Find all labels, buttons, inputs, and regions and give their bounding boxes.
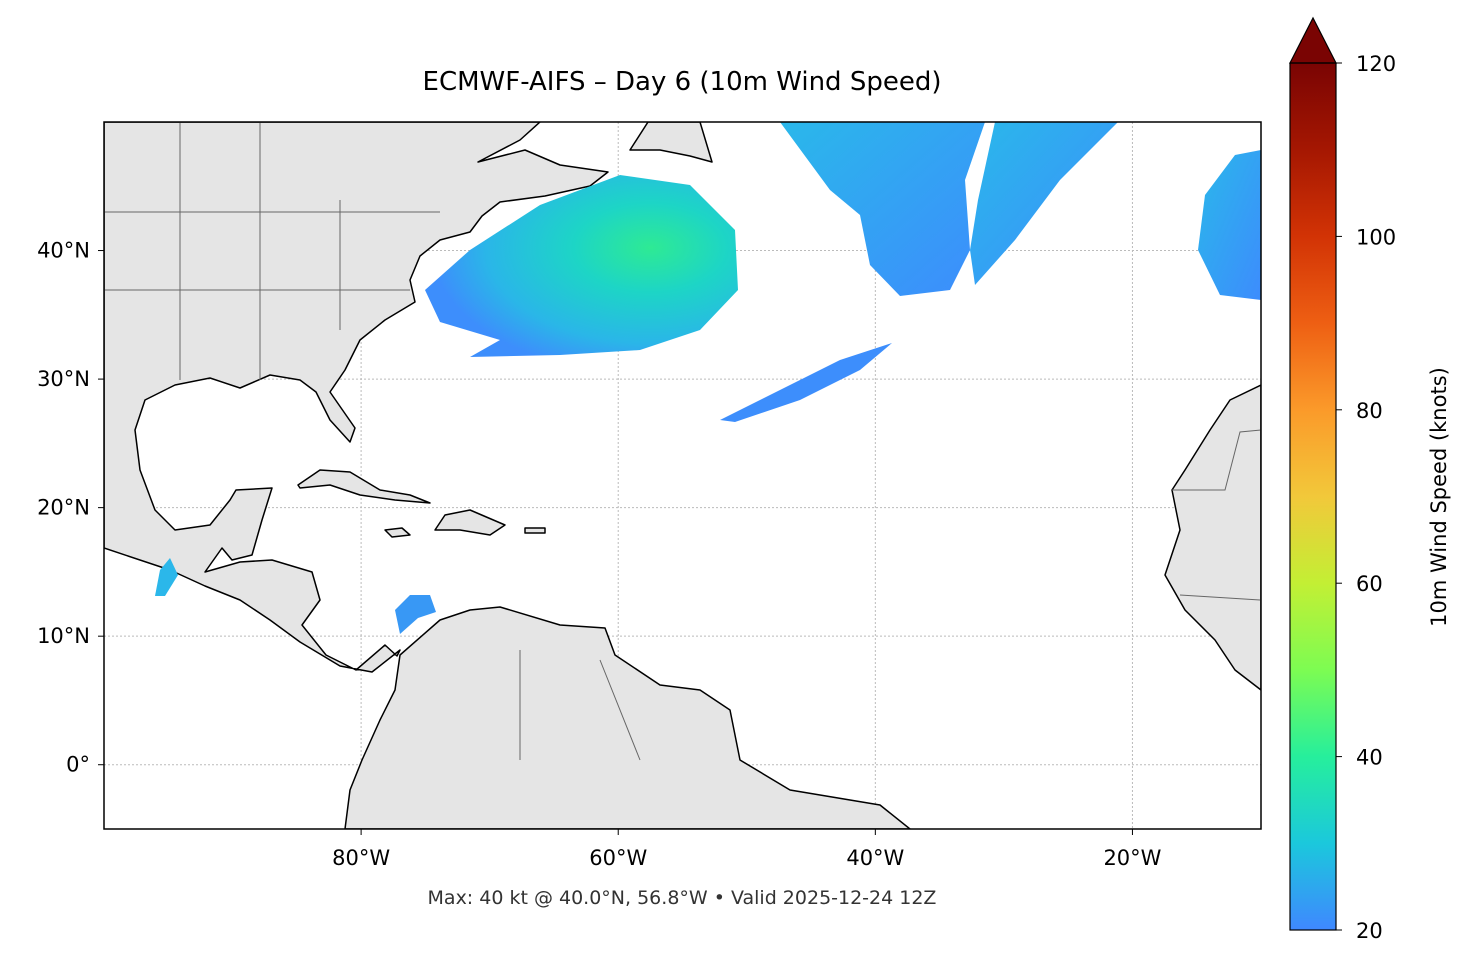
- africa: [1164, 384, 1261, 691]
- puerto-rico: [524, 527, 546, 534]
- wind-field: [970, 122, 1118, 285]
- map-frame: [103, 121, 1262, 830]
- jamaica: [384, 527, 411, 538]
- y-tick-label: 0°: [66, 753, 90, 777]
- colorbar-tick-label: 60: [1356, 572, 1383, 596]
- wind-field: [155, 558, 178, 596]
- colorbar-extend: [1289, 16, 1337, 64]
- x-tick-label: 40°W: [846, 846, 904, 870]
- colorbar-gradient: [1290, 63, 1336, 930]
- y-tick-label: 30°N: [37, 367, 90, 391]
- colorbar-tick-label: 100: [1356, 225, 1396, 249]
- colorbar: 10m Wind Speed (knots) 20 40 60 80 100 120: [1289, 16, 1451, 943]
- south-america: [344, 606, 911, 829]
- map-ticks: 80°W 60°W 40°W 20°W 0° 10°N 20°N 30°N 40°N: [37, 239, 1162, 870]
- footer: Max: 40 kt @ 40.0°N, 56.8°W • Valid 2025…: [428, 887, 937, 909]
- north-america: [104, 122, 609, 673]
- colorbar-tick-label: 120: [1356, 52, 1396, 76]
- y-tick-label: 40°N: [37, 239, 90, 263]
- map-area: [104, 122, 1261, 829]
- map-title: ECMWF-AIFS – Day 6 (10m Wind Speed): [423, 67, 942, 97]
- wind-field: [1198, 150, 1261, 300]
- y-tick-label: 20°N: [37, 496, 90, 520]
- borders: [104, 122, 1261, 761]
- colorbar-tick-label: 20: [1356, 919, 1383, 943]
- wind-field: [720, 343, 892, 422]
- colorbar-label: 10m Wind Speed (knots): [1427, 367, 1451, 627]
- atlantic-canada: [629, 122, 713, 163]
- colorbar-frame: [1289, 62, 1337, 931]
- hispaniola: [434, 509, 506, 536]
- x-tick-label: 60°W: [589, 846, 647, 870]
- y-tick-label: 10°N: [37, 624, 90, 648]
- x-tick-label: 80°W: [332, 846, 390, 870]
- x-tick-label: 20°W: [1103, 846, 1161, 870]
- wind-field: [425, 175, 738, 357]
- wind-field: [780, 122, 985, 296]
- cuba: [297, 469, 431, 504]
- colorbar-tick-label: 40: [1356, 746, 1383, 770]
- wind-field: [395, 595, 436, 634]
- colorbar-tick-label: 80: [1356, 399, 1383, 423]
